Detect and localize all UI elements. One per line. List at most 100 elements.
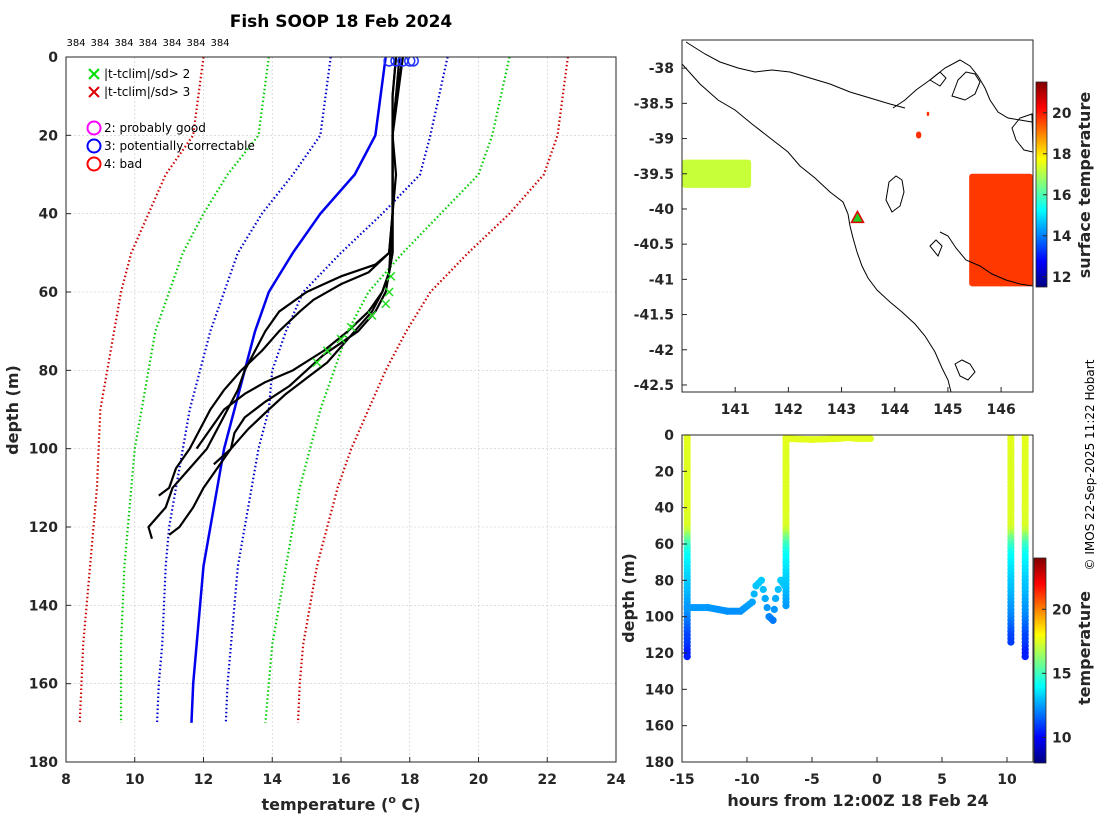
coastline — [682, 41, 1033, 392]
map-y-tick-label: -41.5 — [634, 308, 674, 324]
ts-y-tick-label: 20 — [655, 464, 675, 480]
ts-bottom-point — [774, 585, 782, 594]
ts-x-tick-label: -10 — [734, 772, 760, 788]
ts-bottom-point — [757, 576, 765, 584]
flag-x-stroke — [346, 322, 356, 332]
flag-circle — [407, 57, 419, 67]
climatology-mean — [190, 57, 387, 723]
map-colorbar-tick-label: 20 — [1052, 106, 1072, 122]
profile-axis-ticks: 8 10 12 14 16 18 20 22 24 0 20 40 60 80 100 120 140 160 18… — [29, 50, 626, 788]
sst-patch — [682, 159, 752, 188]
climatology-lines — [78, 57, 569, 723]
profile-ylabel: depth (m) — [3, 365, 22, 455]
x-tick-label: 24 — [606, 772, 626, 788]
profile-xlabel: temperature (o C) — [261, 793, 420, 814]
flag-circle — [404, 57, 416, 67]
map-x-tick-label: 146 — [986, 402, 1015, 418]
x-tick-label: 8 — [61, 772, 71, 788]
x-tick-label: 18 — [400, 772, 419, 788]
cast-count-label: 384 — [186, 38, 205, 49]
map-colorbar-tick-label: 16 — [1052, 188, 1071, 204]
map-colorbar — [1035, 81, 1048, 288]
map-x-tick-label: 143 — [827, 402, 856, 418]
ts-bottom-point — [761, 594, 769, 603]
legend-x-stroke — [88, 68, 100, 80]
sst-patch — [969, 173, 1033, 287]
flag-x-marker — [386, 271, 396, 281]
x-tick-label: 10 — [125, 772, 145, 788]
ts-point — [1007, 638, 1015, 646]
legend-label: 2: probably good — [104, 121, 206, 135]
profile-title: Fish SOOP 18 Feb 2024 — [230, 12, 453, 32]
legend-circle — [86, 156, 102, 172]
temperature-profile — [168, 57, 404, 536]
ts-bottom-point — [748, 598, 756, 606]
timeseries-colorbar-ticks: 10 15 20 — [1042, 602, 1072, 746]
y-tick-label: 20 — [39, 128, 59, 144]
map-y-tick-label: -42 — [649, 343, 674, 359]
legend-label: |t-tclim|/sd> 2 — [104, 67, 190, 81]
ts-cast — [1007, 435, 1015, 646]
flag-x-stroke — [381, 299, 391, 309]
flag-x-marker — [322, 346, 332, 356]
map-y-tick-label: -39.5 — [634, 167, 674, 183]
legend-item: |t-tclim|/sd> 3 — [88, 85, 190, 99]
ts-cast — [683, 435, 691, 661]
y-tick-label: 120 — [29, 520, 58, 536]
flag-x-marker — [384, 287, 394, 297]
ts-x-tick-label: 0 — [872, 772, 882, 788]
flag-x-stroke — [386, 271, 396, 281]
climatology-mean+1sd — [224, 57, 449, 723]
credit-text: © IMOS 22-Sep-2025 11:22 Hobart — [1083, 359, 1097, 570]
ts-y-tick-label: 180 — [645, 755, 674, 771]
x-tick-label: 12 — [194, 772, 213, 788]
map-colorbar-label: surface temperature — [1075, 92, 1094, 279]
flag-x-marker — [367, 310, 377, 321]
map-colorbar-tick-label: 12 — [1052, 270, 1071, 286]
map-y-tick-label: -40 — [649, 202, 675, 218]
map-x-tick-label: 142 — [774, 402, 803, 418]
y-tick-label: 60 — [39, 285, 59, 301]
legend-circle — [86, 138, 102, 154]
cast-count-label: 384 — [90, 38, 109, 49]
ts-bottom-point — [763, 603, 771, 612]
ts-point — [683, 653, 691, 661]
map-colorbar-tick-label: 18 — [1052, 147, 1071, 163]
ts-bottom-point — [750, 590, 758, 598]
ts-y-tick-label: 0 — [664, 428, 674, 444]
ts-bottom-point — [772, 594, 780, 603]
y-tick-label: 0 — [48, 50, 58, 66]
flag-x-marker — [346, 322, 356, 332]
legend-circle — [86, 120, 102, 136]
map-y-tick-label: -41 — [649, 272, 674, 288]
ts-y-tick-label: 140 — [645, 682, 674, 698]
y-tick-label: 180 — [29, 755, 58, 771]
ts-bottom-point — [781, 582, 789, 590]
legend-item: |t-tclim|/sd> 2 — [88, 67, 190, 81]
timeseries-ylabel: depth (m) — [619, 553, 638, 643]
map-y-tick-label: -39 — [649, 132, 674, 148]
temperature-profile — [213, 57, 398, 466]
x-tick-label: 22 — [538, 772, 557, 788]
timeseries-colorbar — [1033, 557, 1047, 764]
y-tick-label: 100 — [29, 442, 58, 458]
climatology-mean-1sd — [155, 57, 332, 723]
profile-legend: |t-tclim|/sd> 2 |t-tclim|/sd> 3 2: probabl… — [86, 67, 255, 172]
flag-x-stroke — [322, 346, 332, 356]
ship-position-marker — [850, 209, 865, 224]
ts-surface-point — [867, 435, 874, 443]
ts-y-tick-label: 80 — [655, 573, 675, 589]
flag-markers — [312, 57, 419, 368]
cast-count-label: 384 — [66, 38, 85, 49]
map-colorbar-ticks: 12 14 16 18 20 — [1043, 106, 1072, 286]
profile-panel: Fish SOOP 18 Feb 2024 384 384 384 384 384 384… — [3, 12, 626, 814]
legend-item: 4: bad — [86, 156, 142, 172]
ts-colorbar-tick-label: 10 — [1052, 730, 1072, 746]
ts-y-tick-label: 60 — [655, 537, 675, 553]
ts-point — [1021, 653, 1029, 661]
ts-y-tick-label: 100 — [645, 610, 674, 626]
flag-circle — [390, 57, 402, 67]
x-tick-label: 16 — [331, 772, 350, 788]
map-y-tick-label: -38.5 — [634, 96, 674, 112]
